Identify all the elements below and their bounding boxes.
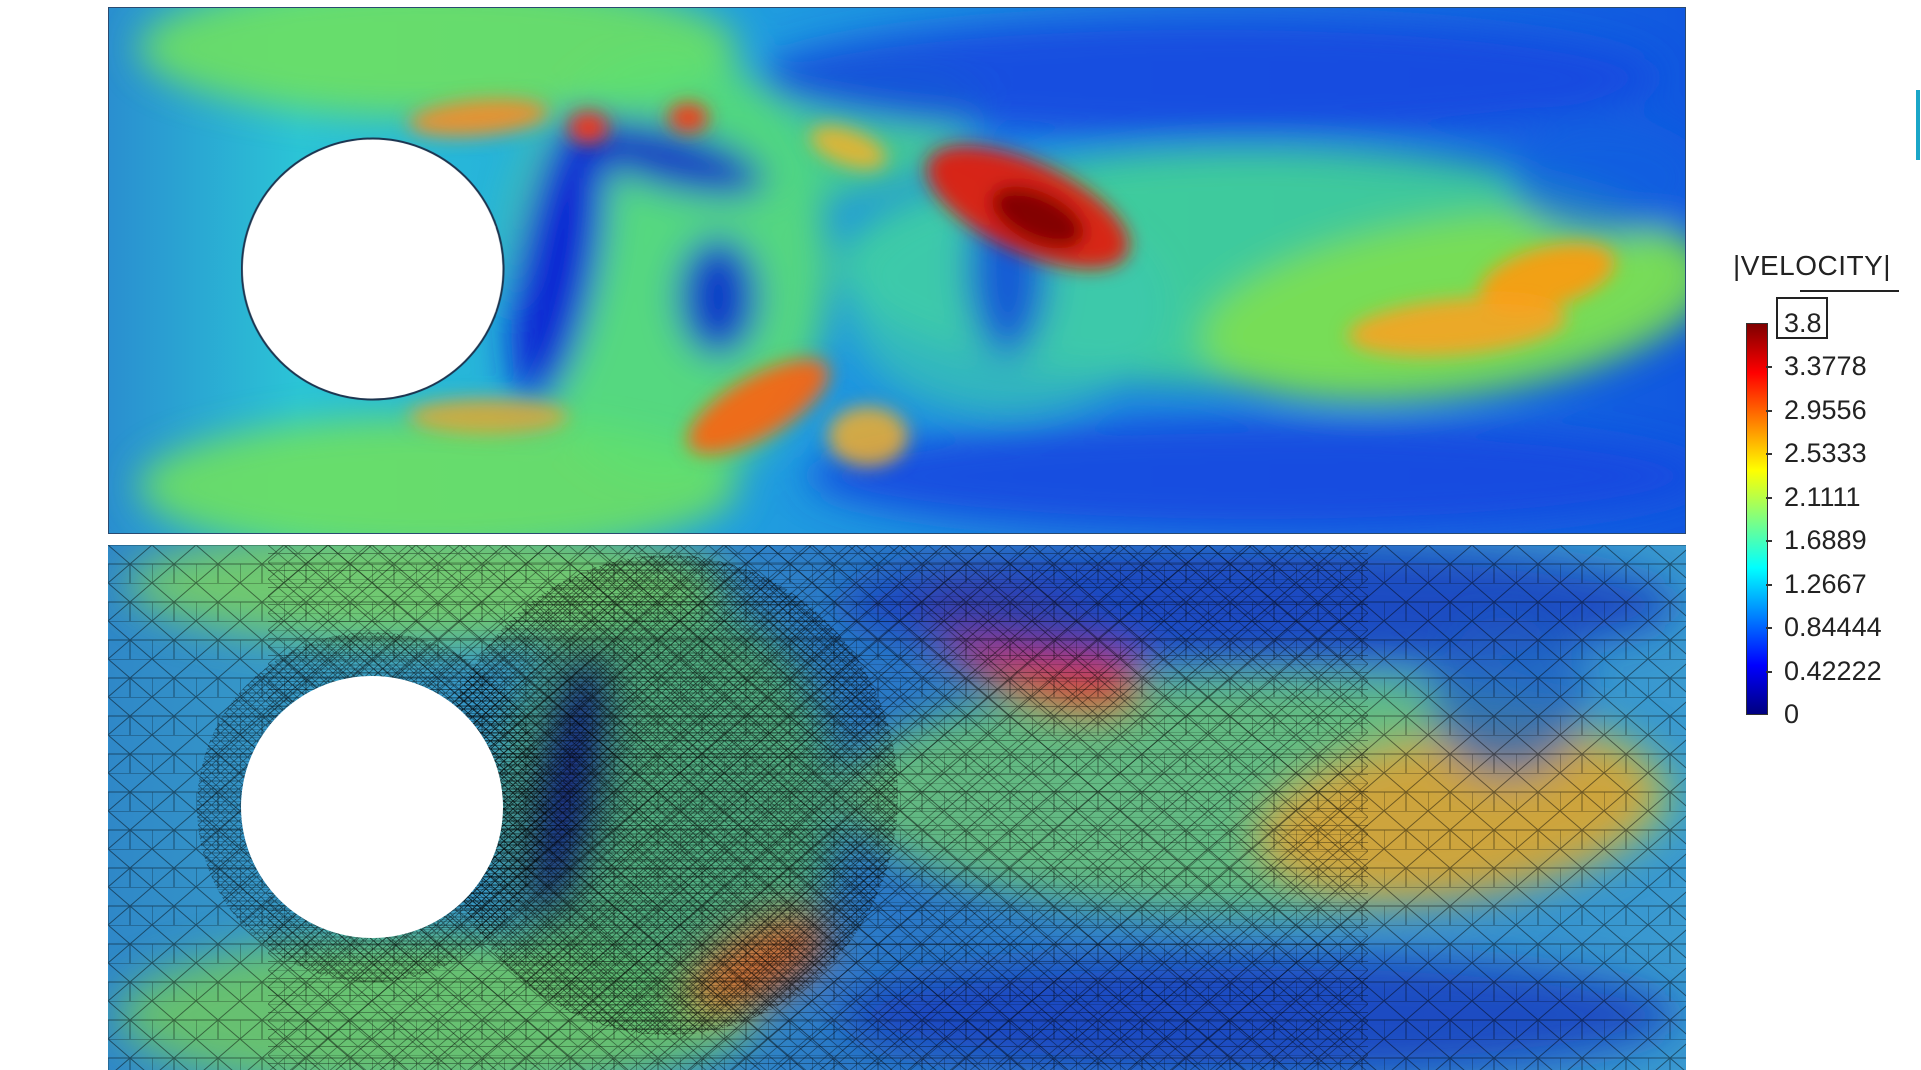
flow-detail-region [408, 398, 569, 435]
flow-detail-region [1479, 242, 1616, 312]
flow-region [511, 109, 606, 405]
flow-region [1507, 117, 1685, 238]
colorbar-tick-mark [1766, 366, 1772, 369]
max-value-highlight [1776, 297, 1828, 339]
flow-detail-region [408, 98, 549, 137]
colorbar-tick-mark [1766, 627, 1772, 630]
colorbar-tick-mark [1766, 583, 1772, 586]
cylinder-obstacle [240, 137, 505, 401]
flow-detail-region [687, 358, 829, 454]
flow-detail-region [568, 111, 609, 144]
colorbar-tick-label: 2.9556 [1784, 394, 1867, 425]
colorbar-tick-label: 1.6889 [1784, 525, 1867, 556]
flow-detail-region [810, 125, 887, 170]
colorbar-tick-mark [1766, 670, 1772, 673]
colorbar-tick-label: 1.2667 [1784, 568, 1867, 599]
flow-detail-region [668, 102, 709, 133]
colorbar-tick-label: 2.1111 [1784, 481, 1861, 512]
mesh-field-plot [108, 545, 1686, 1070]
mesh-field-view [108, 545, 1686, 1070]
colorbar-tick-label: 0.84444 [1784, 612, 1882, 643]
flow-detail-region [991, 186, 1085, 249]
cylinder-obstacle-mesh [241, 676, 503, 938]
flow-region [808, 421, 1685, 531]
velocity-field-plot [109, 8, 1685, 533]
colorbar-tick-mark [1766, 540, 1772, 543]
colorbar-tick-mark [1766, 496, 1772, 499]
velocity-field-view [108, 7, 1686, 534]
flow-detail-region [1347, 297, 1567, 357]
colorbar-tick-label: 2.5333 [1784, 438, 1867, 469]
flow-region [678, 237, 759, 357]
flow-detail-region [828, 406, 908, 467]
mesh-dense-region [438, 555, 898, 1035]
legend-title-underline [1800, 290, 1899, 292]
colorbar-tick-mark [1766, 409, 1772, 412]
edge-accent [1916, 90, 1920, 160]
colorbar [1746, 323, 1768, 715]
colorbar-tick-label: 0 [1784, 699, 1800, 729]
flow-region [758, 17, 1658, 138]
colorbar-tick-mark [1766, 453, 1772, 456]
colorbar-tick-label: 0.42222 [1784, 655, 1882, 686]
colorbar-tick-label: 3.8 [1784, 308, 1822, 338]
colorbar-tick-label: 3.3778 [1784, 351, 1867, 382]
legend-title: |VELOCITY| [1733, 250, 1892, 281]
flow-region [571, 118, 766, 197]
